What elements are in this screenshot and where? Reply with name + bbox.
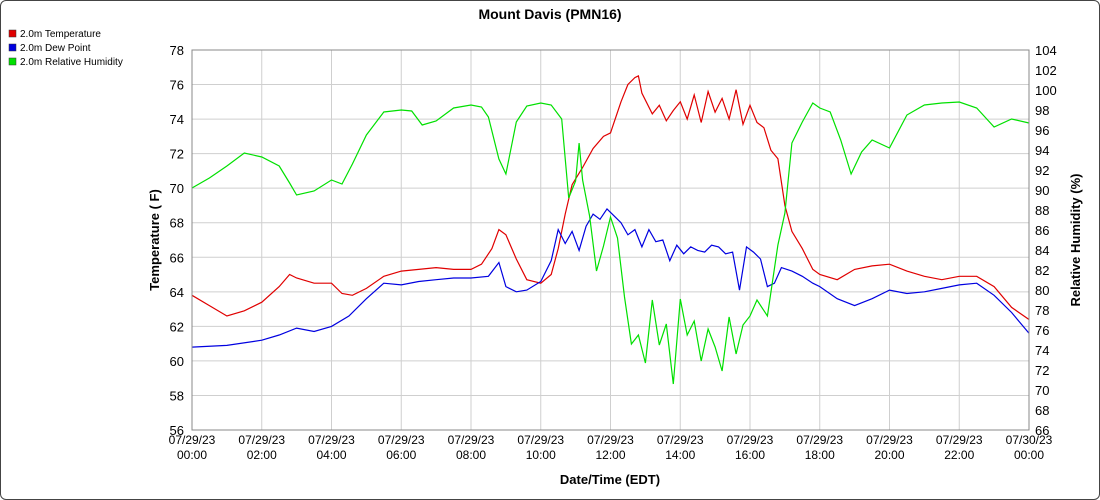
legend-label: 2.0m Dew Point bbox=[20, 43, 91, 54]
left-axis-ticks: 56 58 60 62 64 66 68 70 72 74 76 78 bbox=[170, 43, 184, 438]
x-tick-label: 07/29/23 06:00 bbox=[378, 433, 425, 462]
y-tick-label-left: 56 bbox=[170, 423, 184, 438]
x-tick-label: 07/29/23 14:00 bbox=[657, 433, 704, 462]
chart-title: Mount Davis (PMN16) bbox=[478, 6, 621, 22]
y-tick-label-left: 78 bbox=[170, 43, 184, 58]
y-axis-label-right: Relative Humidity (%) bbox=[1068, 174, 1083, 307]
x-tick-label: 07/29/23 18:00 bbox=[796, 433, 843, 462]
series-line-2-0m-relative-humidity bbox=[191, 101, 1030, 385]
series-line-2-0m-temperature bbox=[191, 75, 1030, 320]
x-tick-label: 07/29/23 08:00 bbox=[448, 433, 495, 462]
x-tick-label: 07/29/23 00:00 bbox=[169, 433, 216, 462]
y-tick-label-left: 60 bbox=[170, 354, 184, 369]
y-tick-label-right: 86 bbox=[1035, 223, 1049, 238]
right-axis-ticks: 66 68 70 72 74 76 78 80 82 84 86 88 90 92 94 96 98 100 102… bbox=[1035, 43, 1057, 438]
plot-frame bbox=[191, 49, 1030, 431]
y-tick-label-right: 80 bbox=[1035, 283, 1049, 298]
x-tick-label: 07/29/23 04:00 bbox=[308, 433, 355, 462]
y-tick-label-right: 94 bbox=[1035, 143, 1049, 158]
y-tick-label-right: 70 bbox=[1035, 383, 1049, 398]
y-tick-label-right: 100 bbox=[1035, 83, 1057, 98]
legend-swatch bbox=[8, 57, 17, 66]
series-lines bbox=[191, 75, 1030, 385]
x-tick-label: 07/29/23 10:00 bbox=[517, 433, 564, 462]
y-tick-label-left: 72 bbox=[170, 147, 184, 162]
y-tick-label-right: 104 bbox=[1035, 43, 1057, 58]
y-tick-label-right: 68 bbox=[1035, 403, 1049, 418]
y-tick-label-left: 64 bbox=[170, 285, 184, 300]
series-line-2-0m-dew-point bbox=[191, 207, 1030, 348]
y-tick-label-left: 74 bbox=[170, 112, 184, 127]
y-tick-label-left: 58 bbox=[170, 388, 184, 403]
x-tick-label: 07/29/23 20:00 bbox=[866, 433, 913, 462]
x-tick-label: 07/30/23 00:00 bbox=[1006, 433, 1053, 462]
y-tick-label-right: 102 bbox=[1035, 63, 1057, 78]
legend-label: 2.0m Temperature bbox=[20, 29, 101, 40]
y-tick-label-right: 76 bbox=[1035, 323, 1049, 338]
y-tick-label-right: 84 bbox=[1035, 243, 1049, 258]
legend-swatch bbox=[8, 29, 17, 38]
grid-lines bbox=[191, 49, 1030, 431]
y-tick-label-right: 78 bbox=[1035, 303, 1049, 318]
y-tick-label-right: 96 bbox=[1035, 123, 1049, 138]
x-tick-label: 07/29/23 02:00 bbox=[238, 433, 285, 462]
y-tick-label-right: 74 bbox=[1035, 343, 1049, 358]
y-tick-label-left: 68 bbox=[170, 216, 184, 231]
y-tick-label-right: 82 bbox=[1035, 263, 1049, 278]
y-tick-label-left: 66 bbox=[170, 250, 184, 265]
y-tick-label-right: 90 bbox=[1035, 183, 1049, 198]
x-tick-label: 07/29/23 12:00 bbox=[587, 433, 634, 462]
x-tick-label: 07/29/23 22:00 bbox=[936, 433, 983, 462]
y-tick-label-left: 76 bbox=[170, 78, 184, 93]
y-axis-label-left: Temperature ( F) bbox=[147, 189, 162, 291]
legend-swatch bbox=[8, 43, 17, 52]
y-tick-label-right: 92 bbox=[1035, 163, 1049, 178]
y-tick-label-left: 70 bbox=[170, 181, 184, 196]
y-tick-label-right: 66 bbox=[1035, 423, 1049, 438]
legend-label: 2.0m Relative Humidity bbox=[20, 57, 123, 68]
y-tick-label-right: 72 bbox=[1035, 363, 1049, 378]
y-tick-label-right: 88 bbox=[1035, 203, 1049, 218]
y-tick-label-left: 62 bbox=[170, 319, 184, 334]
y-tick-label-right: 98 bbox=[1035, 103, 1049, 118]
x-axis-label: Date/Time (EDT) bbox=[560, 472, 660, 487]
x-axis-ticks: 07/29/23 00:00 07/29/23 02:00 07/29/23 04:00 0… bbox=[169, 433, 1053, 462]
legend: 2.0m Temperature 2.0m Dew Point 2.0m Relat… bbox=[8, 29, 123, 68]
x-tick-label: 07/29/23 16:00 bbox=[727, 433, 774, 462]
